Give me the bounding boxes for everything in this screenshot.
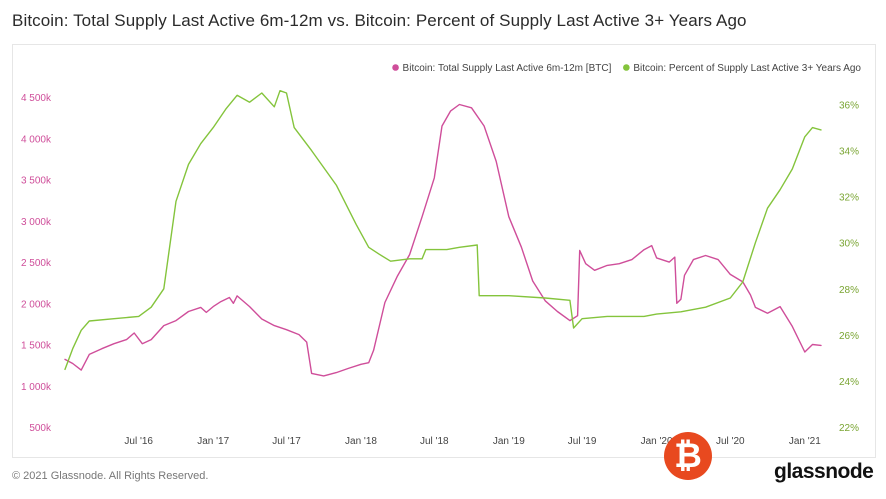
y-axis-left: 500k 1 000k 1 500k 2 000k 2 500k 3 000k 3 500k… xyxy=(21,93,52,434)
x-tick-label: Jan '19 xyxy=(493,436,525,447)
glassnode-logo: glassnode xyxy=(774,460,874,483)
chart-svg: Bitcoin: Percent of Supply Last Active 3… xyxy=(21,63,861,447)
y-right-tick-label: 28% xyxy=(839,285,859,296)
x-tick-label: Jan '20 xyxy=(641,436,673,447)
legend-marker-1 xyxy=(623,64,630,71)
x-tick-label: Jul '17 xyxy=(272,436,301,447)
y-right-tick-label: 26% xyxy=(839,331,859,342)
y-right-tick-label: 34% xyxy=(839,147,859,158)
y-left-tick-label: 4 000k xyxy=(21,134,52,145)
x-tick-label: Jul '20 xyxy=(716,436,745,447)
x-tick-label: Jan '18 xyxy=(345,436,377,447)
series-line-supply-6m-12m xyxy=(64,103,822,377)
legend: Bitcoin: Percent of Supply Last Active 3… xyxy=(392,63,861,74)
legend-label-1: Bitcoin: Percent of Supply Last Active 3… xyxy=(633,63,861,74)
y-left-tick-label: 2 500k xyxy=(21,258,52,269)
chart-frame: Bitcoin: Percent of Supply Last Active 3… xyxy=(12,44,876,458)
x-tick-label: Jan '17 xyxy=(197,436,229,447)
copyright-footer: © 2021 Glassnode. All Rights Reserved. xyxy=(12,470,209,482)
y-left-tick-label: 2 000k xyxy=(21,299,52,310)
y-left-tick-label: 1 000k xyxy=(21,382,52,393)
x-tick-label: Jul '19 xyxy=(568,436,597,447)
y-right-tick-label: 24% xyxy=(839,377,859,388)
x-tick-label: Jan '21 xyxy=(789,436,821,447)
bitcoin-symbol: ₿ xyxy=(674,436,702,476)
bitcoin-logo-icon: ₿ xyxy=(664,432,712,480)
y-left-tick-label: 3 500k xyxy=(21,176,52,187)
x-tick-label: Jul '18 xyxy=(420,436,449,447)
legend-marker-0 xyxy=(392,64,399,71)
legend-label-0: Bitcoin: Total Supply Last Active 6m-12m… xyxy=(403,63,612,74)
y-axis-right: 22% 24% 26% 28% 30% 32% 34% 36% xyxy=(839,101,859,434)
x-tick-label: Jul '16 xyxy=(124,436,153,447)
series-lines xyxy=(64,90,822,377)
series-line-percent-3y xyxy=(64,90,822,371)
y-left-tick-label: 1 500k xyxy=(21,341,52,352)
y-right-tick-label: 32% xyxy=(839,193,859,204)
y-left-tick-label: 3 000k xyxy=(21,217,52,228)
y-left-tick-label: 4 500k xyxy=(21,93,52,104)
y-left-tick-label: 500k xyxy=(29,423,52,434)
page-title: Bitcoin: Total Supply Last Active 6m-12m… xyxy=(12,11,747,30)
y-right-tick-label: 36% xyxy=(839,101,859,112)
x-axis: Jul '16 Jan '17 Jul '17 Jan '18 Jul '18 Jan '… xyxy=(124,436,821,447)
y-right-tick-label: 22% xyxy=(839,423,859,434)
y-right-tick-label: 30% xyxy=(839,239,859,250)
